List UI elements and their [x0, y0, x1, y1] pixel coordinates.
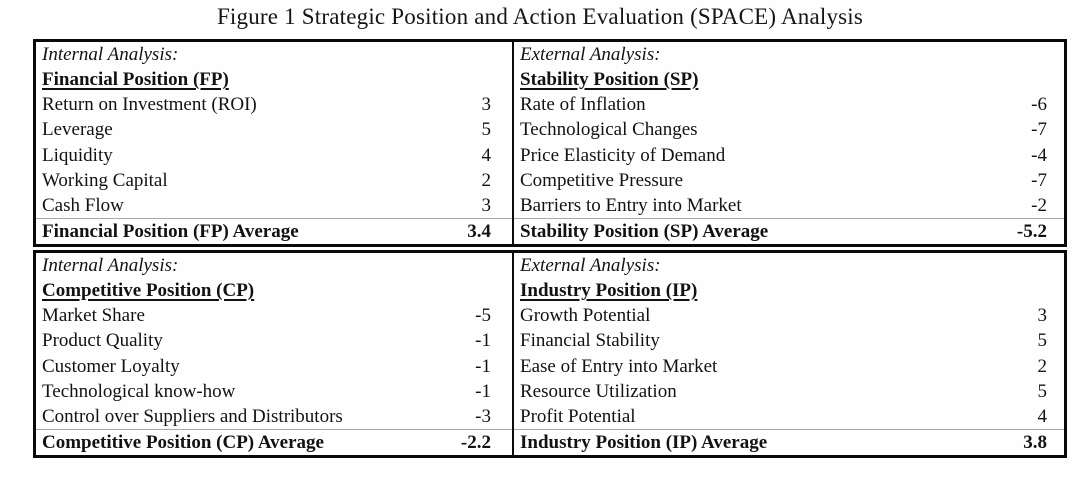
factor-value: -2 — [1031, 194, 1047, 216]
table-row: Financial Stability 5 — [514, 328, 1064, 353]
factor-label: Cash Flow — [42, 194, 124, 216]
factor-value: -7 — [1031, 119, 1047, 141]
table-row: Resource Utilization 5 — [514, 379, 1064, 404]
factor-value: -5 — [475, 305, 491, 327]
average-row: Industry Position (IP) Average 3.8 — [514, 428, 1064, 455]
factor-label: Barriers to Entry into Market — [520, 194, 742, 216]
analysis-label-text: Internal Analysis: — [42, 44, 179, 66]
table-row: Return on Investment (ROI) 3 — [36, 92, 512, 117]
analysis-label-text: External Analysis: — [520, 44, 661, 66]
table-row: Price Elasticity of Demand -4 — [514, 143, 1064, 168]
factor-value: 4 — [481, 144, 492, 166]
factor-label: Leverage — [42, 119, 113, 141]
table-row: Technological Changes -7 — [514, 117, 1064, 142]
table-row: Profit Potential 4 — [514, 404, 1064, 429]
position-header: Competitive Position (CP) — [36, 278, 512, 303]
factor-value: -6 — [1031, 94, 1047, 116]
factor-label: Product Quality — [42, 330, 163, 352]
table-row: Liquidity 4 — [36, 143, 512, 168]
average-value: -5.2 — [1016, 220, 1047, 242]
factor-value: 2 — [481, 169, 492, 191]
factor-label: Working Capital — [42, 169, 168, 191]
table-row: Cash Flow 3 — [36, 193, 512, 218]
analysis-label: Internal Analysis: — [36, 253, 512, 278]
table-row: Customer Loyalty -1 — [36, 354, 512, 379]
table-row: Product Quality -1 — [36, 328, 512, 353]
figure-title: Figure 1 Strategic Position and Action E… — [216, 4, 864, 29]
factor-label: Growth Potential — [520, 305, 651, 327]
factor-value: 3 — [1037, 305, 1048, 327]
average-label: Financial Position (FP) Average — [42, 220, 299, 242]
table-row: Market Share -5 — [36, 303, 512, 328]
factor-label: Technological Changes — [520, 119, 698, 141]
table-row: Rate of Inflation -6 — [514, 92, 1064, 117]
analysis-label-text: External Analysis: — [520, 255, 661, 277]
factor-label: Market Share — [42, 305, 145, 327]
average-row: Competitive Position (CP) Average -2.2 — [36, 428, 512, 455]
position-header-text: Competitive Position (CP) — [42, 280, 255, 302]
factor-value: 3 — [481, 194, 492, 216]
factor-label: Return on Investment (ROI) — [42, 94, 257, 116]
table-bottom-half: Internal Analysis: Competitive Position … — [33, 250, 1067, 458]
position-header-text: Financial Position (FP) — [42, 69, 229, 91]
position-header-text: Stability Position (SP) — [520, 69, 699, 91]
factor-value: 4 — [1037, 405, 1048, 427]
factor-value: 5 — [481, 119, 492, 141]
factor-value: 5 — [1037, 330, 1048, 352]
analysis-label: External Analysis: — [514, 253, 1064, 278]
table-row: Growth Potential 3 — [514, 303, 1064, 328]
position-header: Stability Position (SP) — [514, 67, 1064, 92]
factor-value: -1 — [475, 330, 491, 352]
factor-label: Financial Stability — [520, 330, 660, 352]
factor-label: Resource Utilization — [520, 380, 677, 402]
factor-label: Liquidity — [42, 144, 113, 166]
average-value: 3.8 — [1023, 431, 1047, 453]
factor-value: 3 — [481, 94, 492, 116]
table-row: Technological know-how -1 — [36, 379, 512, 404]
average-row: Stability Position (SP) Average -5.2 — [514, 217, 1064, 244]
average-label: Competitive Position (CP) Average — [42, 431, 324, 453]
average-value: 3.4 — [467, 220, 491, 242]
quadrant-financial-position: Internal Analysis: Financial Position (F… — [36, 42, 514, 244]
factor-value: -3 — [475, 405, 491, 427]
factor-label: Customer Loyalty — [42, 355, 180, 377]
table-row: Ease of Entry into Market 2 — [514, 354, 1064, 379]
factor-label: Technological know-how — [42, 380, 236, 402]
analysis-label-text: Internal Analysis: — [42, 255, 179, 277]
position-header-text: Industry Position (IP) — [520, 280, 698, 302]
average-label: Industry Position (IP) Average — [520, 431, 768, 453]
table-row: Working Capital 2 — [36, 168, 512, 193]
table-row: Leverage 5 — [36, 117, 512, 142]
analysis-label: External Analysis: — [514, 42, 1064, 67]
average-label: Stability Position (SP) Average — [520, 220, 769, 242]
factor-label: Rate of Inflation — [520, 94, 646, 116]
factor-label: Price Elasticity of Demand — [520, 144, 726, 166]
factor-value: -1 — [475, 355, 491, 377]
factor-label: Profit Potential — [520, 405, 636, 427]
factor-value: -4 — [1031, 144, 1047, 166]
factor-value: -7 — [1031, 169, 1047, 191]
factor-label: Control over Suppliers and Distributors — [42, 405, 343, 427]
analysis-label: Internal Analysis: — [36, 42, 512, 67]
quadrant-industry-position: External Analysis: Industry Position (IP… — [514, 253, 1064, 455]
factor-value: -1 — [475, 380, 491, 402]
position-header: Financial Position (FP) — [36, 67, 512, 92]
table-row: Control over Suppliers and Distributors -… — [36, 404, 512, 429]
average-value: -2.2 — [460, 431, 491, 453]
factor-label: Ease of Entry into Market — [520, 355, 718, 377]
factor-value: 2 — [1037, 355, 1048, 377]
average-row: Financial Position (FP) Average 3.4 — [36, 217, 512, 244]
factor-label: Competitive Pressure — [520, 169, 684, 191]
quadrant-stability-position: External Analysis: Stability Position (S… — [514, 42, 1064, 244]
position-header: Industry Position (IP) — [514, 278, 1064, 303]
quadrant-competitive-position: Internal Analysis: Competitive Position … — [36, 253, 514, 455]
table-row: Competitive Pressure -7 — [514, 168, 1064, 193]
factor-value: 5 — [1037, 380, 1048, 402]
table-row: Barriers to Entry into Market -2 — [514, 193, 1064, 218]
table-top-half: Internal Analysis: Financial Position (F… — [33, 39, 1067, 247]
